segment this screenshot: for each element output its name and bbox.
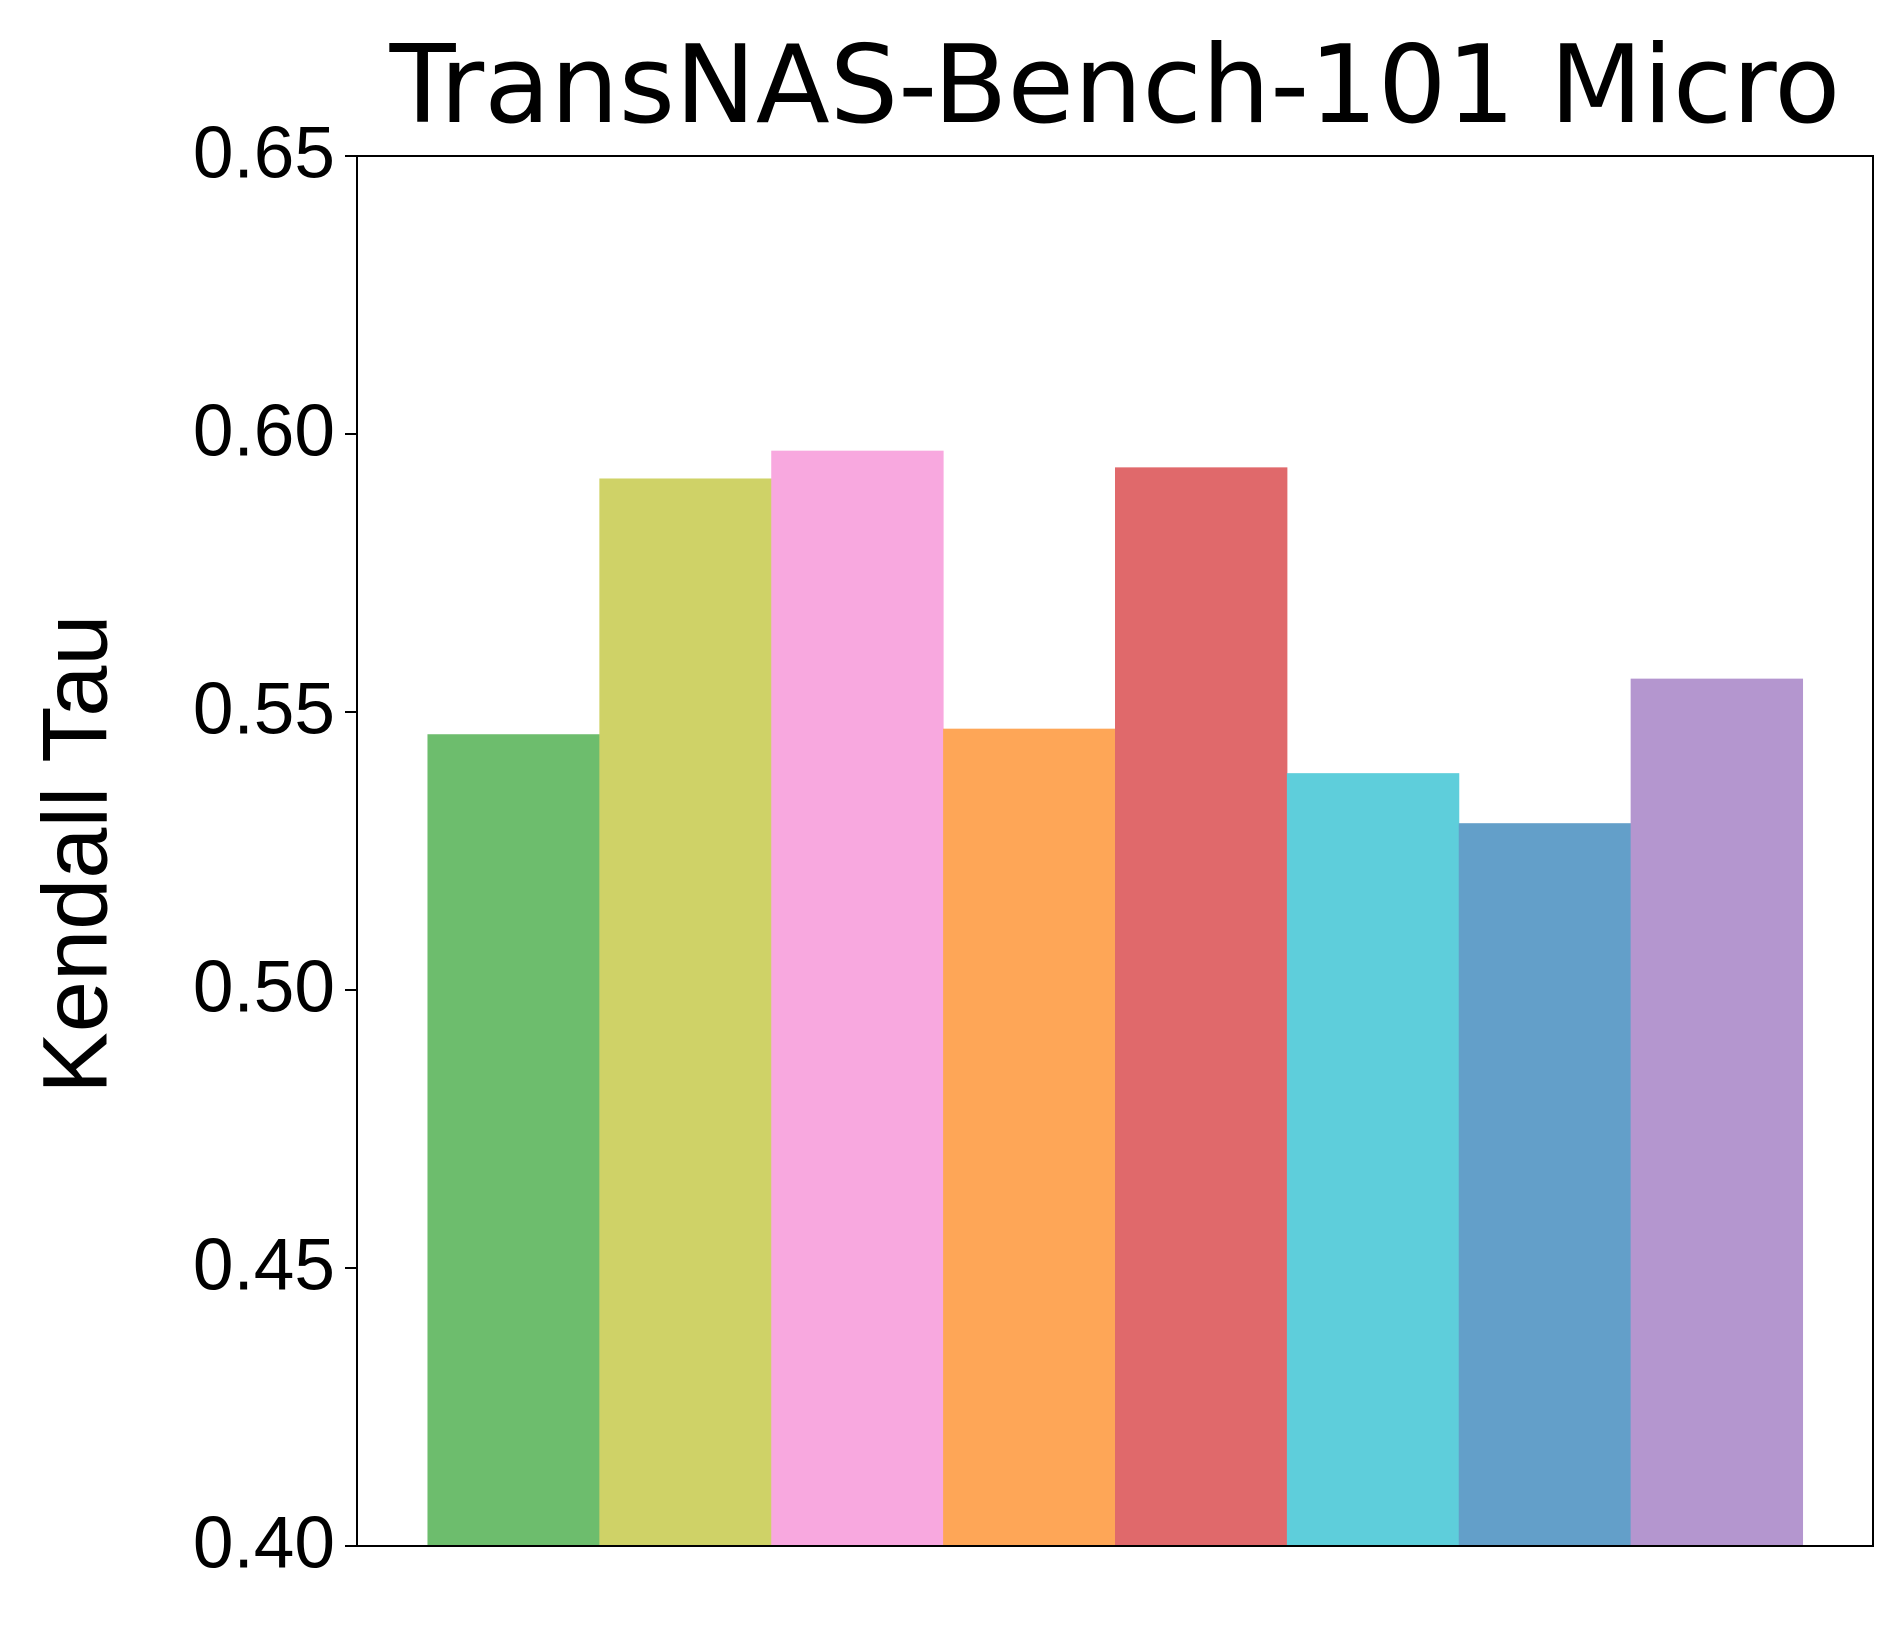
y-axis-label: Kendall Tau bbox=[24, 614, 126, 1093]
bar bbox=[943, 728, 1116, 1546]
bar bbox=[1115, 467, 1288, 1546]
y-tick-label: 0.65 bbox=[193, 112, 335, 193]
bar bbox=[771, 450, 944, 1547]
bar bbox=[427, 734, 600, 1546]
plot-frame bbox=[356, 155, 1874, 1547]
bar bbox=[1286, 773, 1460, 1546]
bar bbox=[599, 478, 772, 1547]
y-tick-label: 0.50 bbox=[193, 946, 335, 1027]
y-tick-label: 0.45 bbox=[193, 1224, 335, 1305]
bar bbox=[1630, 678, 1804, 1546]
y-tick-label: 0.55 bbox=[193, 668, 335, 749]
bar bbox=[1458, 823, 1632, 1546]
chart-title: TransNAS-Bench-101 Micro bbox=[389, 23, 1841, 148]
y-tick-label: 0.40 bbox=[193, 1502, 335, 1583]
y-tick-label: 0.60 bbox=[193, 390, 335, 471]
